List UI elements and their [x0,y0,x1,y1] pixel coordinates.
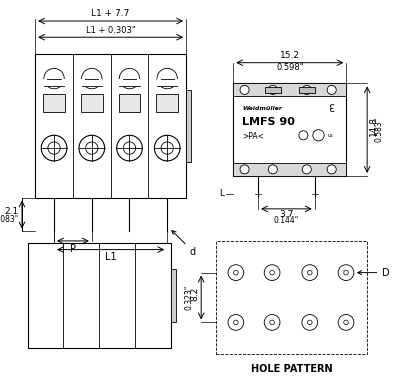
Text: >PA<: >PA< [242,132,264,141]
Text: 0.598": 0.598" [276,63,304,73]
Bar [233,84,346,176]
Circle shape [161,142,173,154]
Circle shape [338,265,354,280]
Text: 3.7: 3.7 [279,211,294,219]
Circle shape [308,320,312,325]
Circle shape [44,68,64,89]
Bar [216,241,367,354]
Circle shape [264,265,280,280]
Bar [233,84,346,97]
Bar [265,87,281,93]
Circle shape [268,165,277,174]
Bar [35,54,186,198]
Circle shape [240,165,249,174]
Circle shape [48,142,60,154]
Circle shape [157,68,178,89]
Text: L1 + 7.7: L1 + 7.7 [92,9,130,18]
Circle shape [123,142,136,154]
Bar [28,243,171,348]
Circle shape [302,86,311,95]
Text: d: d [172,230,196,256]
Circle shape [302,265,318,280]
Circle shape [338,315,354,330]
Circle shape [82,68,102,89]
Text: 0.323": 0.323" [185,285,194,310]
Circle shape [228,265,244,280]
Text: HOLE PATTERN: HOLE PATTERN [251,364,332,374]
Text: Weidmüller: Weidmüller [242,106,282,111]
Circle shape [41,135,67,161]
Circle shape [327,165,336,174]
Bar [118,93,140,112]
Text: 15.2: 15.2 [280,51,300,60]
Bar [299,87,315,93]
Text: L: L [219,189,224,198]
Circle shape [344,320,348,325]
Text: 8.2: 8.2 [190,287,199,301]
Circle shape [154,135,180,161]
Bar [81,93,103,112]
Bar [157,79,178,87]
Circle shape [270,270,274,275]
Circle shape [234,320,238,325]
Text: 14.8: 14.8 [369,116,378,136]
Text: 0.083": 0.083" [0,215,19,223]
Text: 0.583": 0.583" [374,117,383,142]
Circle shape [264,315,280,330]
Circle shape [344,270,348,275]
Circle shape [86,142,98,154]
Text: L1: L1 [105,252,116,262]
Bar [44,79,65,87]
Circle shape [302,165,311,174]
Bar [119,79,140,87]
Circle shape [268,86,277,95]
Text: LMFS 90: LMFS 90 [242,117,295,127]
Bar [156,93,178,112]
Text: ℇ: ℇ [329,104,335,114]
Circle shape [327,86,336,95]
Circle shape [308,270,312,275]
Bar [233,163,346,176]
Text: 2.1: 2.1 [5,207,19,216]
Bar [43,93,65,112]
Circle shape [240,86,249,95]
Circle shape [228,315,244,330]
Bar [81,79,102,87]
Text: us: us [328,133,334,138]
Circle shape [234,270,238,275]
Text: 0.144": 0.144" [274,216,299,225]
Circle shape [79,135,105,161]
Circle shape [119,68,140,89]
Bar [171,269,176,322]
Circle shape [117,135,142,161]
Text: L1 + 0.303": L1 + 0.303" [86,26,136,35]
Text: D: D [358,268,390,278]
Circle shape [302,315,318,330]
Circle shape [270,320,274,325]
Bar [186,90,191,162]
Text: P: P [70,244,76,253]
